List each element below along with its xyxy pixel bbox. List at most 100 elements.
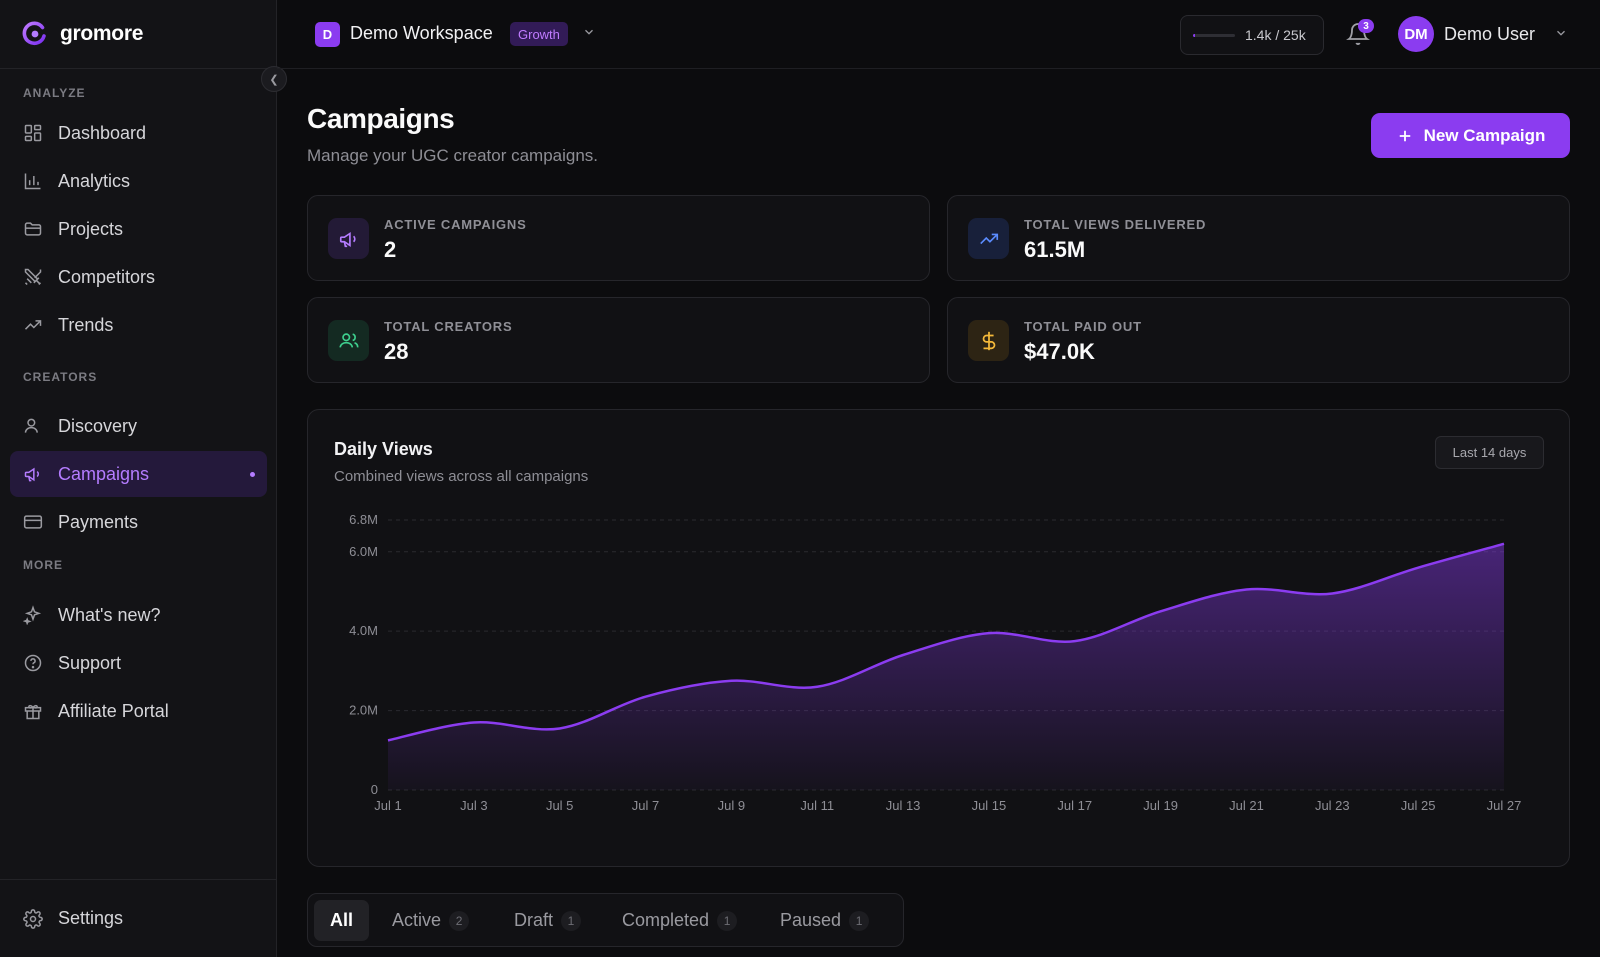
section-label: ANALYZE [23,86,86,100]
plus-icon [1399,130,1410,141]
x-tick-label: Jul 21 [1229,798,1264,813]
sidebar-nav-creators: Discovery Campaigns Payments [0,403,277,545]
chevron-down-icon [585,29,593,35]
sidebar-item-affiliate-portal[interactable]: Affiliate Portal [10,688,267,734]
sidebar-item-label: Campaigns [58,463,150,484]
megaphone-icon [24,467,40,482]
swords-icon [24,268,42,286]
avatar: DM [1398,16,1434,52]
tab-completed[interactable]: Completed 1 [606,900,753,941]
gift-icon [24,704,42,720]
stat-label: TOTAL PAID OUT [1024,319,1142,334]
sidebar-section-analyze: ANALYZE [0,83,277,103]
stat-card-total-views: TOTAL VIEWS DELIVERED 61.5M [947,195,1570,281]
status-tabs: All Active 2 Draft 1 Completed 1 Paused … [307,893,904,947]
chart-title: Daily Views [334,439,433,459]
sidebar-item-projects[interactable]: Projects [10,206,267,252]
x-tick-label: Jul 7 [632,798,659,813]
dollar-icon [982,331,995,350]
tab-all[interactable]: All [314,900,370,941]
chevron-down-icon [1557,30,1565,36]
active-indicator-dot [250,472,255,477]
sidebar-item-competitors[interactable]: Competitors [10,254,267,300]
help-circle-icon [24,654,42,672]
sidebar-item-analytics[interactable]: Analytics [10,158,267,204]
stat-value: 2 [384,237,397,262]
tab-count: 1 [561,910,582,931]
usage-progress-bar [1193,33,1235,37]
notification-count-badge: 3 [1358,19,1374,33]
chevron-left-icon: ❮ [269,73,279,86]
area-fill [388,543,1504,790]
topbar: D Demo Workspace Growth 1.4k / 25k 3 DM … [277,0,1600,69]
stat-card-total-creators: TOTAL CREATORS 28 [307,297,930,383]
section-label: MORE [23,558,63,572]
credit-card-icon [23,515,43,529]
y-tick-label: 4.0M [349,623,378,638]
tab-draft[interactable]: Draft 1 [498,900,597,941]
sidebar-item-settings[interactable]: Settings [10,896,267,942]
sidebar-item-label: Dashboard [58,122,147,143]
stat-icon-wrap [328,320,369,361]
bell-icon[interactable] [1346,22,1370,46]
y-tick-label: 0 [371,782,378,797]
x-tick-label: Jul 27 [1487,798,1522,813]
sidebar-item-label: Settings [58,908,124,928]
daily-views-chart: 0 2.0M 4.0M 6.0M 6.8M Jul 1 Jul 3 Jul 5 Jul 7 Jul… [349,512,1522,813]
sidebar-nav-more: What's new? Support Affiliate Portal [0,592,277,734]
section-label: CREATORS [23,370,98,384]
folder-icon [24,222,42,236]
sidebar-item-trends[interactable]: Trends [10,302,267,348]
tab-active[interactable]: Active 2 [376,900,485,941]
x-tick-label: Jul 15 [972,798,1007,813]
tab-label: All [330,910,354,930]
sidebar-item-label: Discovery [58,415,138,436]
sidebar-item-payments[interactable]: Payments [10,499,267,545]
x-tick-label: Jul 17 [1057,798,1092,813]
new-campaign-label: New Campaign [1423,125,1546,145]
user-search-icon [24,418,38,433]
tab-label: Active [392,910,442,930]
gromore-logo-icon [22,21,46,46]
tab-count: 1 [849,910,870,931]
sidebar-item-whats-new[interactable]: What's new? [10,592,267,638]
x-tick-label: Jul 25 [1401,798,1436,813]
y-tick-label: 2.0M [349,703,378,718]
x-tick-label: Jul 1 [374,798,401,813]
x-tick-label: Jul 13 [886,798,921,813]
workspace-avatar: D [315,22,340,47]
usage-progress-fill [1193,33,1196,37]
stat-label: TOTAL CREATORS [384,319,513,334]
x-tick-label: Jul 19 [1143,798,1178,813]
new-campaign-button[interactable]: New Campaign [1371,113,1570,158]
stat-value: 61.5M [1024,237,1086,262]
tab-paused[interactable]: Paused 1 [764,900,885,941]
page-title: Campaigns [307,103,455,134]
sidebar-item-label: Support [58,652,122,673]
usage-meter[interactable]: 1.4k / 25k [1180,15,1324,55]
collapse-sidebar-button[interactable]: ❮ [261,66,287,92]
date-range-button[interactable]: Last 14 days [1435,436,1544,469]
tab-count: 2 [449,910,470,931]
sidebar-section-more: MORE [0,555,277,575]
sidebar-item-campaigns[interactable]: Campaigns [10,451,267,497]
sidebar-item-label: Analytics [58,170,131,191]
sidebar: gromore ❮ ANALYZE Dashboard Analytics Pr… [0,0,287,957]
sidebar-item-discovery[interactable]: Discovery [10,403,267,449]
sidebar-item-support[interactable]: Support [10,640,267,686]
tab-count: 1 [717,910,738,931]
plan-badge: Growth [510,22,568,46]
sidebar-item-dashboard[interactable]: Dashboard [10,110,267,156]
trending-up-icon [979,233,998,244]
sidebar-nav-analyze: Dashboard Analytics Projects Competitors… [0,110,277,348]
brand[interactable]: gromore [0,0,276,69]
stat-card-active-campaigns: ACTIVE CAMPAIGNS 2 [307,195,930,281]
megaphone-icon [339,231,356,247]
users-icon [338,332,359,348]
gear-icon [23,908,43,929]
stat-icon-wrap [968,320,1009,361]
trending-icon [24,320,42,330]
sidebar-item-label: Payments [58,511,139,532]
sidebar-section-creators: CREATORS [0,367,277,387]
